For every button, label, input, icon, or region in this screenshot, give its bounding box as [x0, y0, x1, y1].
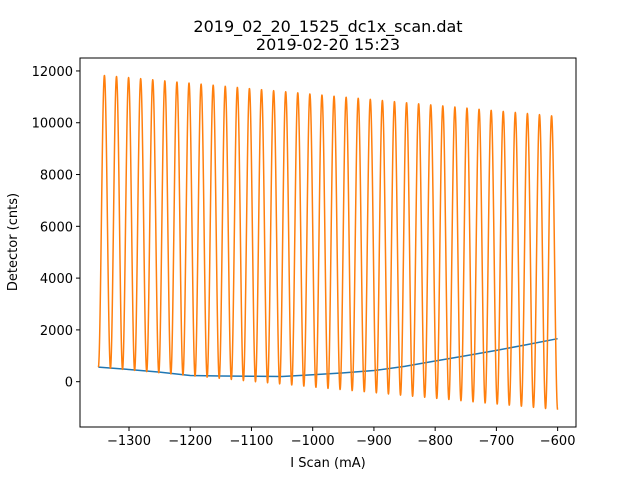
- plot-area: [97, 74, 559, 410]
- y-tick-label: 0: [65, 376, 73, 391]
- plot-frame: [79, 57, 577, 428]
- x-tick-label: −1200: [168, 434, 212, 449]
- series-line-signal: [97, 74, 559, 410]
- x-tick-label: −600: [540, 434, 576, 449]
- x-axis: −1300 −1200 −1100 −1000 −900 −800 −700 −600: [107, 427, 575, 449]
- y-tick-label: 10000: [32, 117, 73, 132]
- y-tick-label: 8000: [40, 169, 73, 184]
- chart-subtitle: 2019-02-20 15:23: [256, 35, 400, 54]
- chart-title: 2019_02_20_1525_dc1x_scan.dat: [193, 17, 462, 37]
- x-tick-label: −1000: [291, 434, 335, 449]
- x-tick-label: −700: [479, 434, 515, 449]
- x-tick-label: −900: [356, 434, 392, 449]
- x-tick-label: −1300: [107, 434, 151, 449]
- x-axis-label: I Scan (mA): [290, 456, 365, 471]
- y-tick-label: 2000: [40, 324, 73, 339]
- y-axis-label: Detector (cnts): [6, 193, 21, 291]
- y-tick-label: 12000: [32, 65, 73, 80]
- y-tick-label: 4000: [40, 272, 73, 287]
- x-tick-label: −800: [417, 434, 453, 449]
- y-axis: 0 2000 4000 6000 8000 10000 12000: [32, 65, 80, 391]
- x-tick-label: −1100: [229, 434, 273, 449]
- series-line-baseline: [98, 337, 558, 378]
- y-tick-label: 6000: [40, 220, 73, 235]
